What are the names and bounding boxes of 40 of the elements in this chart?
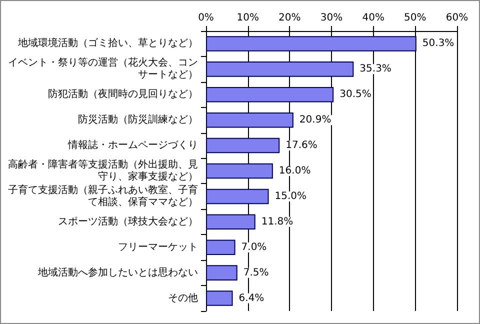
data-label: 17.6% [286, 140, 318, 152]
y-tick-label: 防災活動（防災訓練など） [78, 114, 198, 126]
y-tick-label: フリーマーケット [118, 242, 198, 253]
bar [206, 36, 416, 52]
bar [206, 240, 236, 255]
data-label: 35.3% [360, 64, 392, 75]
data-label: 7.5% [243, 267, 269, 278]
y-tick-label: 情報誌・ホームページづくり [67, 139, 198, 152]
data-label: 11.8% [261, 216, 294, 228]
bar [206, 138, 280, 154]
bar [206, 265, 238, 280]
bar [206, 188, 269, 204]
x-tick-label: 0% [198, 12, 214, 24]
data-label: 6.4% [238, 292, 264, 304]
data-label: 50.3% [422, 38, 454, 50]
bar [206, 290, 233, 306]
x-tick-label: 10% [236, 12, 259, 24]
y-tick-label: 地域環境活動（ゴミ拾い、草とりなど） [17, 37, 198, 50]
data-label: 20.9% [299, 114, 332, 126]
data-label: 7.0% [241, 242, 267, 253]
y-tick-label: 子育て支援活動（親子ふれあい教室、子育て相談、保育ママなど） [8, 184, 198, 208]
bar [206, 112, 294, 128]
x-tick-label: 20% [278, 12, 301, 24]
y-tick-label: その他 [168, 292, 198, 304]
bar [206, 163, 273, 179]
bar [206, 87, 334, 102]
bar [206, 214, 256, 230]
data-label: 15.0% [274, 190, 307, 202]
y-tick-label: 高齢者・障害者等支援活動（外出援助、見守り、家事支援など） [8, 158, 198, 182]
data-label: 16.0% [278, 166, 311, 176]
data-label: 30.5% [340, 89, 372, 100]
y-tick-label: イベント・祭り等の運営（花火大会、コンサートなど） [8, 56, 198, 81]
x-tick-label: 30% [320, 12, 343, 24]
bar [206, 62, 354, 77]
y-tick-label: 地域活動へ参加したいとは思わない [37, 266, 198, 278]
x-tick-label: 40% [362, 12, 384, 24]
y-tick-label: スポーツ活動（球技大会など） [58, 215, 198, 228]
y-tick-label: 防犯活動（夜間時の見回りなど） [48, 88, 198, 100]
x-tick-label: 60% [446, 12, 468, 24]
x-tick-label: 50% [404, 12, 426, 24]
